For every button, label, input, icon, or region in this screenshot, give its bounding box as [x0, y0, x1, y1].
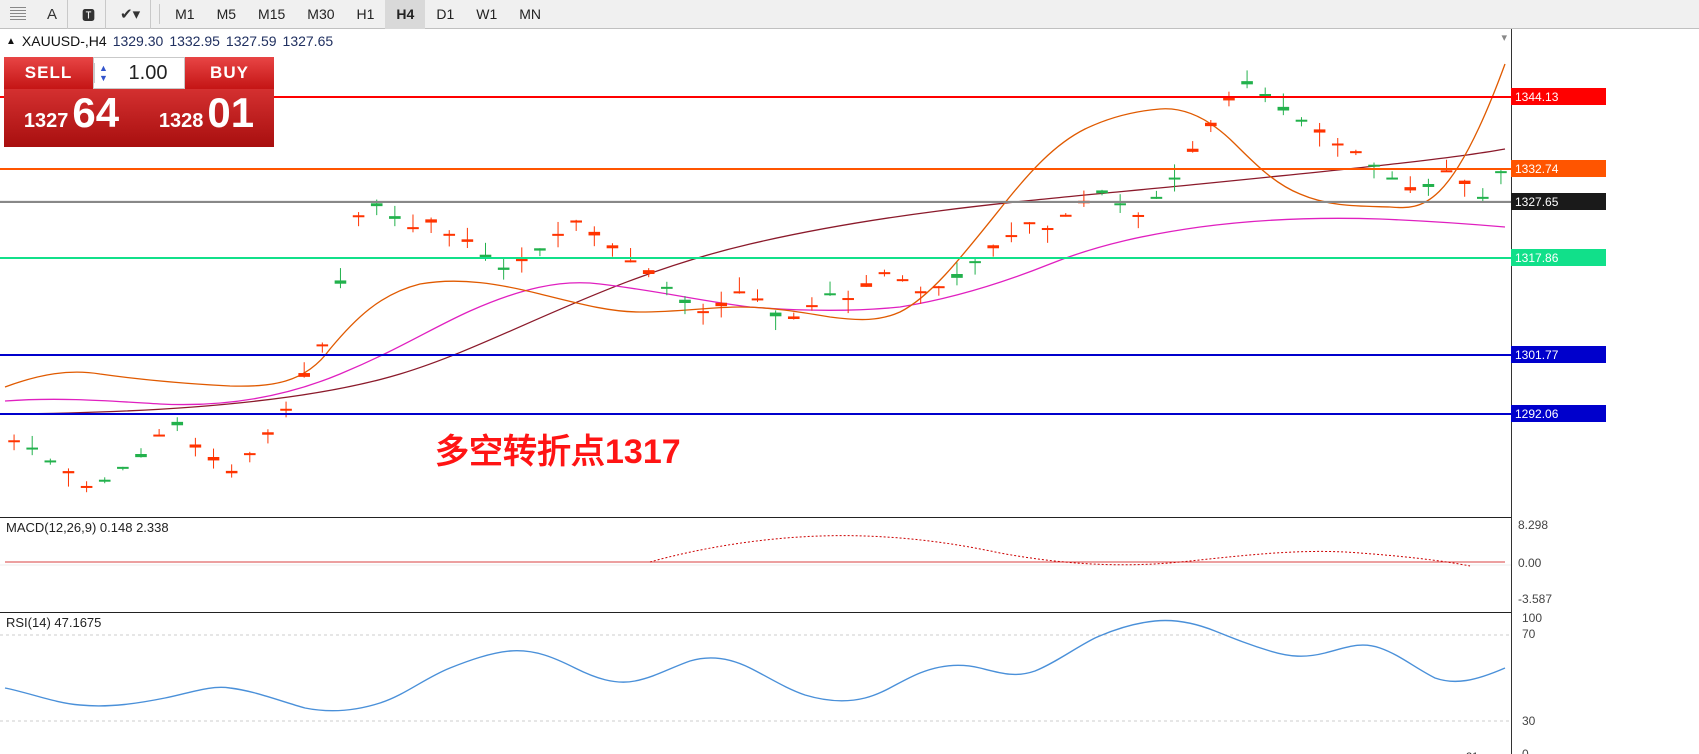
price-level-tag[interactable]: 1344.13 — [1511, 88, 1606, 105]
tf-d1[interactable]: D1 — [425, 0, 465, 29]
macd-label: MACD(12,26,9) 0.148 2.338 — [6, 520, 169, 535]
text-box-icon[interactable]: 🆃 — [72, 0, 106, 29]
candlestick-panel[interactable]: ▲ XAUUSD-,H4 1329.30 1332.95 1327.59 132… — [0, 29, 1511, 518]
ohlc-low: 1327.59 — [226, 33, 277, 49]
rsi-svg — [0, 613, 1511, 754]
price-level-line[interactable] — [0, 354, 1511, 356]
tf-h1[interactable]: H1 — [346, 0, 386, 29]
text-tool-A-icon[interactable]: A — [37, 0, 68, 29]
macd-scale-mid: 0.00 — [1518, 556, 1541, 570]
macd-panel[interactable]: MACD(12,26,9) 0.148 2.338 — [0, 518, 1511, 613]
lot-size-field[interactable]: ▲ ▼ 1.00 — [93, 57, 185, 89]
order-ticket[interactable]: SELL ▲ ▼ 1.00 BUY 1327 64 1328 01 — [4, 57, 274, 147]
chart-annotation-text: 多空转折点1317 — [435, 424, 681, 473]
rsi-label: RSI(14) 47.1675 — [6, 615, 101, 630]
tf-m5[interactable]: M5 — [206, 0, 247, 29]
macd-scale-high: 8.298 — [1518, 518, 1548, 532]
price-scale-column: 1344.131337.301332.741327.651322.451317.… — [1511, 29, 1699, 754]
scroll-arrow-icon[interactable]: ▾ — [1501, 31, 1507, 44]
price-level-line[interactable] — [0, 168, 1511, 170]
symbol-name-label: XAUUSD-,H4 — [22, 33, 107, 49]
rsi-panel[interactable]: RSI(14) 47.1675 — [0, 613, 1511, 754]
buy-button[interactable]: BUY — [185, 57, 274, 89]
lot-size-spinner[interactable]: ▲ ▼ — [94, 63, 112, 83]
macd-svg — [0, 518, 1511, 613]
price-level-tag[interactable]: 1317.86 — [1511, 249, 1606, 266]
timeframe-row: M1 M5 M15 M30 H1 H4 D1 W1 MN — [164, 0, 552, 29]
tools-menu-icon[interactable]: ✔▾ — [110, 0, 151, 29]
sell-button[interactable]: SELL — [4, 57, 93, 89]
tf-mn[interactable]: MN — [508, 0, 552, 29]
buy-price-display[interactable]: 1328 01 — [139, 89, 274, 147]
lot-size-value: 1.00 — [112, 62, 184, 85]
tf-h4[interactable]: H4 — [385, 0, 425, 29]
price-level-line[interactable] — [0, 257, 1511, 259]
rsi-scale-100: 100 — [1522, 611, 1542, 625]
toolbar: A 🆃 ✔▾ M1 M5 M15 M30 H1 H4 D1 W1 MN — [0, 0, 1699, 29]
tf-m15[interactable]: M15 — [247, 0, 296, 29]
price-level-tag[interactable]: 1301.77 — [1511, 346, 1606, 363]
sell-price-display[interactable]: 1327 64 — [4, 89, 139, 147]
tf-m30[interactable]: M30 — [296, 0, 345, 29]
ohlc-high: 1332.95 — [169, 33, 220, 49]
collapse-triangle-icon[interactable]: ▲ — [6, 36, 16, 47]
ohlc-close: 1327.65 — [283, 33, 334, 49]
sell-price-integer: 1327 — [24, 110, 69, 133]
buy-price-integer: 1328 — [159, 110, 204, 133]
lot-size-increase-icon[interactable]: ▲ — [95, 63, 112, 73]
rsi-scale-0: 0 — [1522, 747, 1529, 754]
price-level-line[interactable] — [0, 201, 1511, 203]
buy-price-decimal: 01 — [207, 89, 254, 137]
ohlc-open: 1329.30 — [113, 33, 164, 49]
price-level-tag[interactable]: 1332.74 — [1511, 160, 1606, 177]
symbol-info: ▲ XAUUSD-,H4 1329.30 1332.95 1327.59 132… — [6, 33, 333, 49]
price-level-tag[interactable]: 1292.06 — [1511, 405, 1606, 422]
tf-m1[interactable]: M1 — [164, 0, 205, 29]
tf-w1[interactable]: W1 — [465, 0, 508, 29]
crosshair-grid-icon[interactable] — [0, 0, 37, 29]
rsi-scale-70: 70 — [1522, 627, 1535, 641]
macd-scale-low: -3.587 — [1518, 592, 1552, 606]
rsi-scale-30: 30 — [1522, 714, 1535, 728]
price-level-tag[interactable]: 1327.65 — [1511, 193, 1606, 210]
price-level-line[interactable] — [0, 413, 1511, 415]
sell-price-decimal: 64 — [72, 89, 119, 137]
lot-size-decrease-icon[interactable]: ▼ — [95, 73, 112, 83]
chart-window: A 🆃 ✔▾ M1 M5 M15 M30 H1 H4 D1 W1 MN ▲ XA… — [0, 29, 1699, 754]
